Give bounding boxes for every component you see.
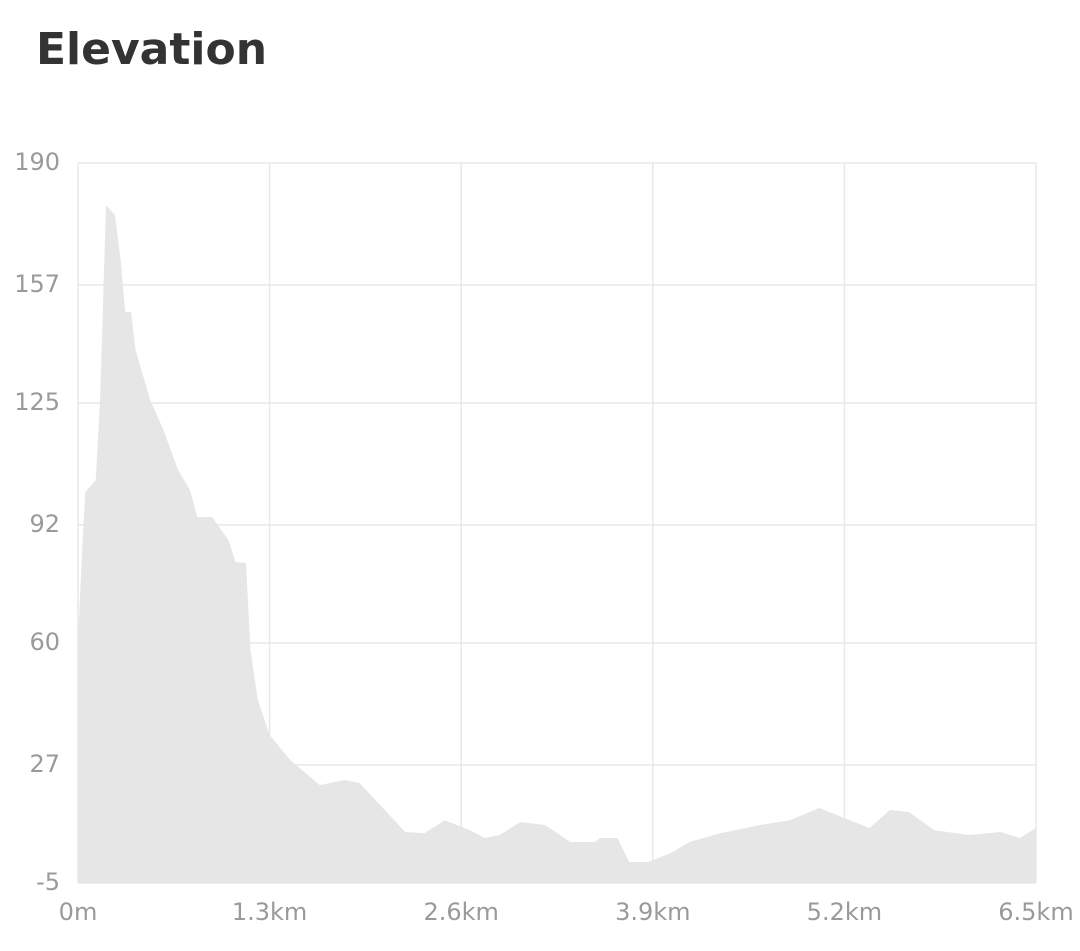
y-tick-label: 125: [14, 388, 60, 416]
y-tick-label: -5: [36, 868, 60, 896]
x-tick-label: 5.2km: [807, 898, 882, 926]
y-tick-label: 60: [29, 628, 60, 656]
y-tick-label: 157: [14, 270, 60, 298]
x-tick-label: 0m: [59, 898, 98, 926]
x-tick-label: 1.3km: [232, 898, 307, 926]
x-tick-label: 3.9km: [615, 898, 690, 926]
y-tick-label: 27: [29, 750, 60, 778]
chart-title: Elevation: [36, 24, 267, 75]
y-tick-label: 190: [14, 148, 60, 176]
y-tick-label: 92: [29, 510, 60, 538]
elevation-area: [78, 205, 1036, 884]
x-tick-label: 2.6km: [423, 898, 498, 926]
x-tick-label: 6.5km: [998, 898, 1073, 926]
